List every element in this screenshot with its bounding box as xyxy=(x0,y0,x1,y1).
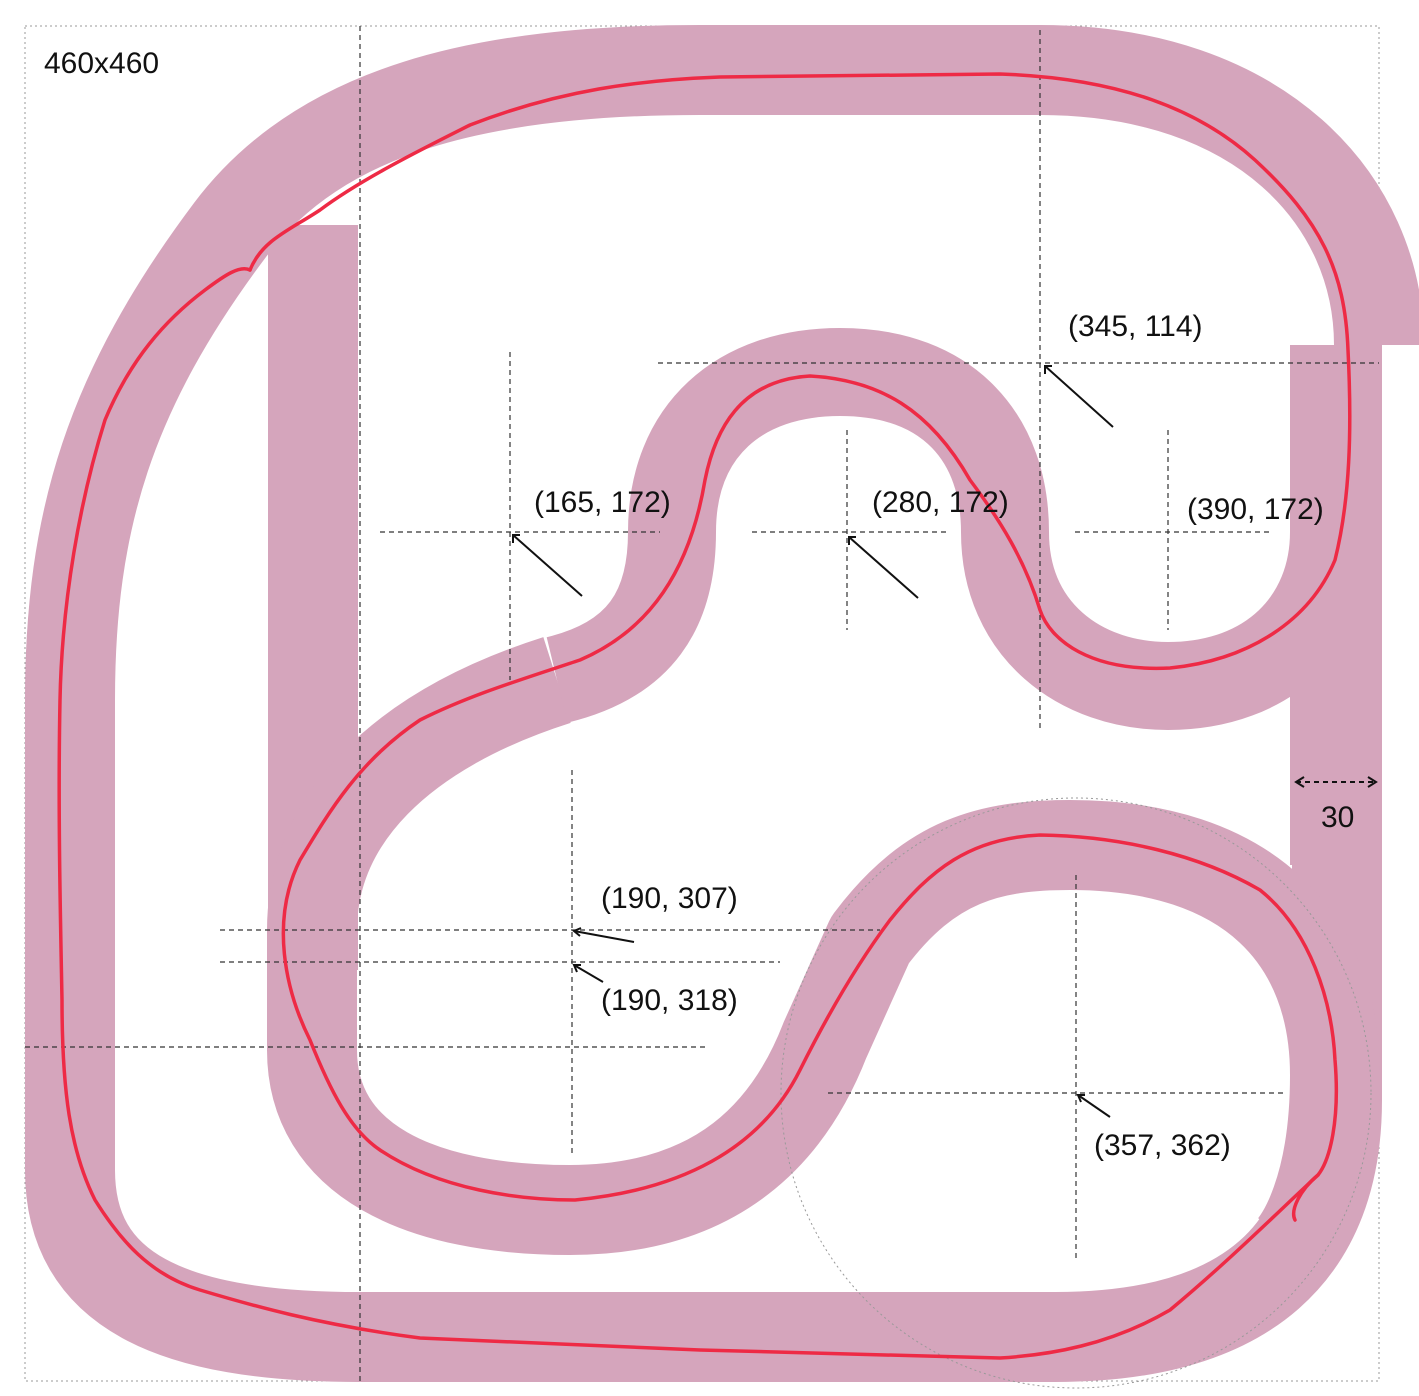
point-label-280-172: (280, 172) xyxy=(872,486,1009,519)
track-width-label: 30 xyxy=(1321,801,1354,834)
inner-left-curve-track xyxy=(267,637,571,932)
point-label-345-114: (345, 114) xyxy=(1068,310,1203,343)
point-label-165-172: (165, 172) xyxy=(534,486,671,519)
inner-hump-track xyxy=(545,328,1378,730)
guide-lines xyxy=(25,26,1379,1389)
outer-loop-track xyxy=(25,25,1419,1382)
driving-path-lower xyxy=(57,267,1320,1360)
inner-winding-track xyxy=(267,800,1380,1282)
point-arrows xyxy=(512,365,1378,1118)
point-label-190-307: (190, 307) xyxy=(601,882,738,915)
canvas-size-label: 460x460 xyxy=(44,47,159,80)
point-label-390-172: (390, 172) xyxy=(1187,493,1324,526)
point-label-190-318: (190, 318) xyxy=(601,984,738,1017)
driving-path xyxy=(248,72,1352,1222)
point-label-357-362: (357, 362) xyxy=(1094,1129,1231,1162)
